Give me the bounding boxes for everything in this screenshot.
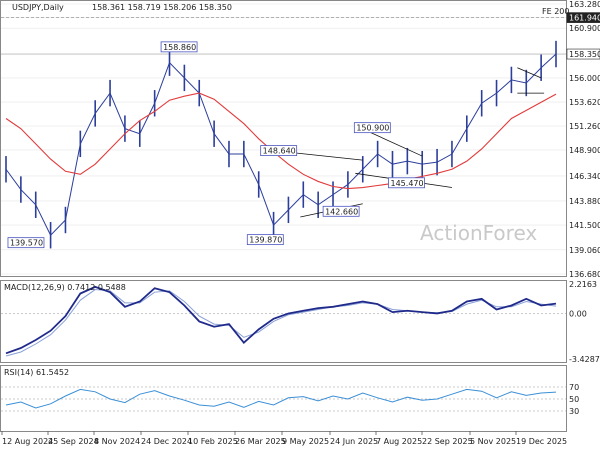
trend-line — [295, 152, 363, 161]
price-tick-label: 146.340 — [569, 172, 600, 181]
annotation-label: 148.640 — [263, 147, 296, 156]
annotation-label: 139.570 — [10, 239, 43, 248]
sma-series — [5, 92, 557, 190]
price-axis-box — [566, 48, 600, 60]
macd-signal-line — [5, 289, 557, 357]
macd-tick-label: 0.00 — [569, 309, 587, 318]
rsi-pane — [0, 365, 567, 432]
price-tick-label: 143.880 — [569, 197, 600, 206]
annotation-label: 158.860 — [163, 43, 196, 52]
rsi-label: RSI(14) 61.5452 — [4, 368, 69, 377]
price-axis-box — [566, 12, 600, 23]
price-tick-label: 141.500 — [569, 221, 600, 230]
rsi-tick-label: 30 — [569, 407, 579, 416]
x-tick-label: 24 Jun 2025 — [330, 437, 378, 446]
macd-label: MACD(12,26,9) 0.7412 0.5488 — [4, 283, 126, 292]
price-tick-label: 139.060 — [569, 246, 600, 255]
annotation-box — [260, 145, 298, 157]
annotation-box — [322, 205, 360, 217]
x-tick-label: 12 Aug 2024 — [2, 437, 53, 446]
price-tick-label: 158.350 — [569, 50, 600, 59]
macd-tick-label: -3.4287 — [569, 355, 600, 364]
watermark: ActionForex — [420, 221, 537, 245]
macd-tick-label: 2.2163 — [569, 280, 597, 289]
annotation-label: 142.660 — [325, 207, 358, 216]
price-annotations: 158.860 150.900 148.640 145.470 142.660 139.8… — [7, 41, 425, 249]
ohlc-label: 158.361 158.719 158.206 158.350 — [92, 3, 232, 12]
macd-pane — [0, 280, 567, 363]
x-tick-label: 7 Aug 2025 — [376, 437, 422, 446]
annotation-box — [388, 177, 425, 189]
price-series — [5, 40, 557, 249]
fe-label: FE 200 — [542, 7, 569, 16]
rsi-tick-label: 70 — [569, 383, 579, 392]
price-tick-label: 160.900 — [569, 24, 600, 33]
annotation-box — [353, 122, 391, 134]
grid-lines — [1, 3, 566, 412]
price-line — [5, 53, 557, 237]
sma-line — [5, 92, 557, 190]
x-tick-label: 19 Dec 2025 — [516, 437, 567, 446]
annotation-label: 139.870 — [249, 236, 282, 245]
macd-axis: 2.2163 0.00 -3.4287 — [569, 280, 600, 364]
annotation-box — [160, 41, 198, 53]
price-tick-label: 148.900 — [569, 146, 600, 155]
trend-line — [517, 67, 542, 79]
macd-series — [5, 285, 557, 357]
x-tick-label: 24 Dec 2024 — [141, 437, 192, 446]
x-tick-label: 10 Feb 2025 — [188, 437, 238, 446]
rsi-series — [5, 388, 557, 409]
price-tick-label: 156.000 — [569, 74, 600, 83]
x-tick-label: 22 Sep 2025 — [422, 437, 473, 446]
price-tick-label: 151.260 — [569, 122, 600, 131]
symbol-label: USDJPY,Daily — [12, 3, 64, 12]
x-tick-label: 9 May 2025 — [282, 437, 329, 446]
rsi-tick-label: 50 — [569, 395, 579, 404]
rsi-line — [5, 388, 557, 409]
x-tick-label: 26 Mar 2025 — [235, 437, 286, 446]
price-pane — [0, 0, 567, 277]
x-tick-label: 5 Nov 2025 — [470, 437, 516, 446]
rsi-axis: 70 50 30 — [569, 383, 579, 416]
annotation-box — [7, 237, 45, 249]
annotation-label: 145.470 — [391, 179, 424, 188]
x-tick-label: 8 Nov 2024 — [94, 437, 140, 446]
price-tick-label: 153.620 — [569, 98, 600, 107]
price-tick-label: 136.680 — [569, 270, 600, 279]
price-tick-label: 163.280 — [569, 0, 600, 9]
macd-line — [5, 285, 557, 355]
price-tick-label: 161.940 — [569, 14, 600, 23]
x-tick-label: 25 Sep 2024 — [48, 437, 99, 446]
annotation-box — [246, 234, 284, 246]
annotation-label: 150.900 — [356, 124, 389, 133]
